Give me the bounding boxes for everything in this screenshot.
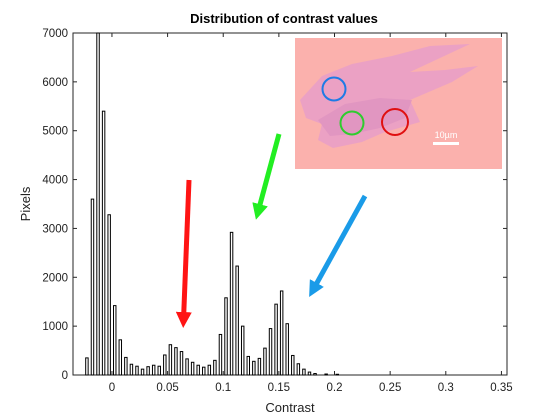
x-tick-label: 0.25 bbox=[379, 382, 401, 394]
histogram-bar-37 bbox=[291, 354, 295, 376]
histogram-bar-5 bbox=[113, 305, 117, 376]
histogram-bar-10 bbox=[140, 368, 145, 376]
y-tick-label: 3000 bbox=[42, 223, 68, 235]
histogram-bar-2 bbox=[96, 32, 100, 376]
histogram-bar-26 bbox=[229, 231, 234, 376]
blue-arrow bbox=[309, 194, 368, 298]
histogram-bar-36 bbox=[285, 323, 289, 376]
blue-circle-marker bbox=[321, 76, 347, 102]
red-circle-marker bbox=[381, 108, 409, 136]
histogram-bar-4 bbox=[107, 214, 111, 376]
y-tick-label: 1000 bbox=[42, 321, 68, 333]
histogram-bar-6 bbox=[118, 339, 123, 376]
scale-bar bbox=[433, 142, 459, 145]
histogram-bar-22 bbox=[207, 364, 212, 376]
histogram-bar-1 bbox=[90, 198, 95, 376]
histogram-bar-7 bbox=[124, 356, 128, 376]
inset-microscope-image: 10µm bbox=[295, 38, 502, 169]
x-tick-label: 0.2 bbox=[327, 382, 343, 394]
histogram-bar-8 bbox=[129, 363, 134, 376]
histogram-bar-38 bbox=[296, 363, 301, 376]
x-tick-label: 0.15 bbox=[268, 382, 290, 394]
histogram-bar-30 bbox=[252, 360, 256, 376]
x-axis-label: Contrast bbox=[265, 400, 315, 415]
histogram-bar-40 bbox=[307, 371, 312, 376]
histogram-bar-39 bbox=[302, 368, 306, 376]
histogram-bar-35 bbox=[279, 290, 284, 376]
histogram-bar-16 bbox=[174, 347, 178, 376]
histogram-bar-34 bbox=[274, 303, 278, 376]
histogram-bar-15 bbox=[168, 344, 173, 376]
histogram-bar-31 bbox=[257, 357, 262, 376]
histogram-bar-13 bbox=[157, 365, 161, 376]
y-axis-label: Pixels bbox=[18, 186, 33, 221]
green-arrow bbox=[252, 133, 282, 220]
red-arrow bbox=[175, 179, 192, 328]
green-circle-marker bbox=[339, 110, 365, 136]
x-axis-ticks: 0 0.05 0.1 0.15 0.2 0.25 0.3 0.35 bbox=[109, 33, 513, 394]
histogram-bar-11 bbox=[146, 366, 150, 376]
y-tick-label: 0 bbox=[62, 370, 68, 382]
chart-title: Distribution of contrast values bbox=[190, 11, 378, 26]
histogram-bar-41 bbox=[313, 373, 317, 376]
y-tick-label: 5000 bbox=[42, 126, 68, 138]
histogram-bar-28 bbox=[240, 325, 245, 376]
y-tick-label: 6000 bbox=[42, 77, 68, 89]
histogram-bar-12 bbox=[151, 364, 156, 376]
histogram-bar-3 bbox=[101, 110, 106, 376]
histogram-bar-23 bbox=[213, 359, 217, 376]
scale-bar-label: 10µm bbox=[435, 130, 458, 140]
histogram-bar-18 bbox=[185, 358, 189, 376]
histogram-bars bbox=[85, 32, 340, 376]
x-tick-label: 0.1 bbox=[215, 382, 231, 394]
histogram-bar-9 bbox=[135, 365, 139, 376]
histogram-bar-25 bbox=[224, 297, 228, 376]
histogram-bar-17 bbox=[179, 351, 184, 376]
histogram-bar-42 bbox=[324, 373, 328, 376]
histogram-bar-20 bbox=[196, 364, 200, 376]
histogram-bar-43 bbox=[335, 373, 340, 376]
y-tick-label: 2000 bbox=[42, 272, 68, 284]
histogram-bar-19 bbox=[190, 361, 195, 376]
histogram-bar-32 bbox=[263, 347, 267, 376]
histogram-bar-24 bbox=[218, 333, 223, 376]
histogram-bar-0 bbox=[85, 357, 89, 376]
y-tick-label: 4000 bbox=[42, 175, 68, 187]
x-tick-label: 0 bbox=[109, 382, 115, 394]
histogram-bar-27 bbox=[235, 265, 239, 376]
x-tick-label: 0.05 bbox=[156, 382, 178, 394]
x-tick-label: 0.3 bbox=[438, 382, 454, 394]
histogram-bar-14 bbox=[163, 354, 167, 376]
histogram-bar-33 bbox=[268, 328, 273, 376]
y-axis-ticks: 0 1000 2000 3000 4000 5000 6000 7000 bbox=[42, 28, 507, 382]
y-tick-label: 7000 bbox=[42, 28, 68, 40]
histogram-bar-29 bbox=[246, 355, 251, 376]
histogram-bar-21 bbox=[202, 366, 206, 376]
x-tick-label: 0.35 bbox=[490, 382, 512, 394]
